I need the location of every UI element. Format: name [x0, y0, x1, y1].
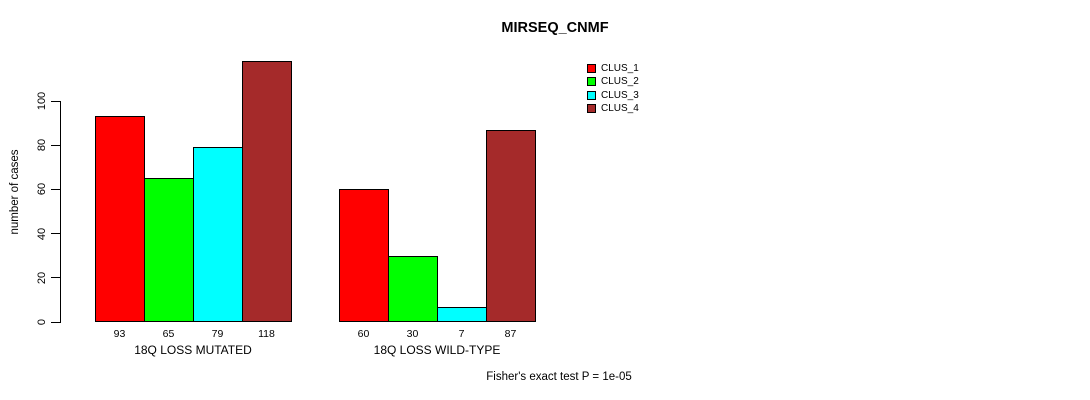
y-axis-line — [60, 101, 61, 323]
bar-clus_1-group2 — [339, 189, 389, 322]
legend-swatch-icon — [587, 77, 596, 87]
bar-value-label: 93 — [113, 328, 126, 340]
bar-clus_4-group2 — [486, 130, 536, 322]
bar-value-label: 65 — [162, 328, 175, 340]
y-tick-label: 80 — [36, 139, 48, 152]
legend-swatch-icon — [587, 90, 596, 100]
bar-value-label: 118 — [258, 328, 275, 340]
y-tick-label: 20 — [36, 271, 48, 284]
bar-clus_3-group1 — [193, 147, 243, 322]
y-tick — [51, 233, 60, 235]
legend-item-clus_2: CLUS_2 — [587, 75, 639, 88]
footnote-text: Fisher's exact test P = 1e-05 — [486, 371, 632, 383]
group-label: 18Q LOSS MUTATED — [134, 343, 252, 357]
legend-swatch-icon — [587, 104, 596, 114]
bar-value-label: 87 — [504, 328, 517, 340]
y-tick — [51, 188, 60, 190]
bar-clus_2-group2 — [388, 256, 438, 322]
bar-value-label: 79 — [211, 328, 224, 340]
group-label: 18Q LOSS WILD-TYPE — [373, 343, 501, 357]
bar-value-label: 30 — [406, 328, 419, 340]
y-tick-label: 60 — [36, 183, 48, 196]
legend-swatch-icon — [587, 64, 596, 74]
y-tick-label: 40 — [36, 227, 48, 240]
legend-label: CLUS_2 — [601, 76, 639, 88]
chart-title: MIRSEQ_CNMF — [501, 20, 609, 36]
y-tick — [51, 144, 60, 146]
y-tick — [51, 321, 60, 323]
legend-item-clus_3: CLUS_3 — [587, 89, 639, 102]
legend-label: CLUS_1 — [601, 63, 639, 75]
bar-clus_1-group1 — [95, 116, 145, 322]
y-tick — [51, 277, 60, 279]
legend: CLUS_1 CLUS_2 CLUS_3 CLUS_4 — [587, 62, 639, 115]
bar-clus_4-group1 — [242, 61, 292, 322]
y-axis-label: number of cases — [9, 149, 21, 235]
legend-label: CLUS_3 — [601, 89, 639, 101]
bar-value-label: 7 — [458, 328, 465, 340]
legend-item-clus_4: CLUS_4 — [587, 102, 639, 115]
y-tick-label: 0 — [36, 318, 48, 326]
y-tick-label: 100 — [36, 91, 48, 111]
bar-clus_3-group2 — [437, 307, 487, 322]
legend-item-clus_1: CLUS_1 — [587, 62, 639, 75]
bar-value-label: 60 — [357, 328, 370, 340]
y-tick — [51, 100, 60, 102]
legend-label: CLUS_4 — [601, 103, 639, 115]
bar-clus_2-group1 — [144, 178, 194, 322]
